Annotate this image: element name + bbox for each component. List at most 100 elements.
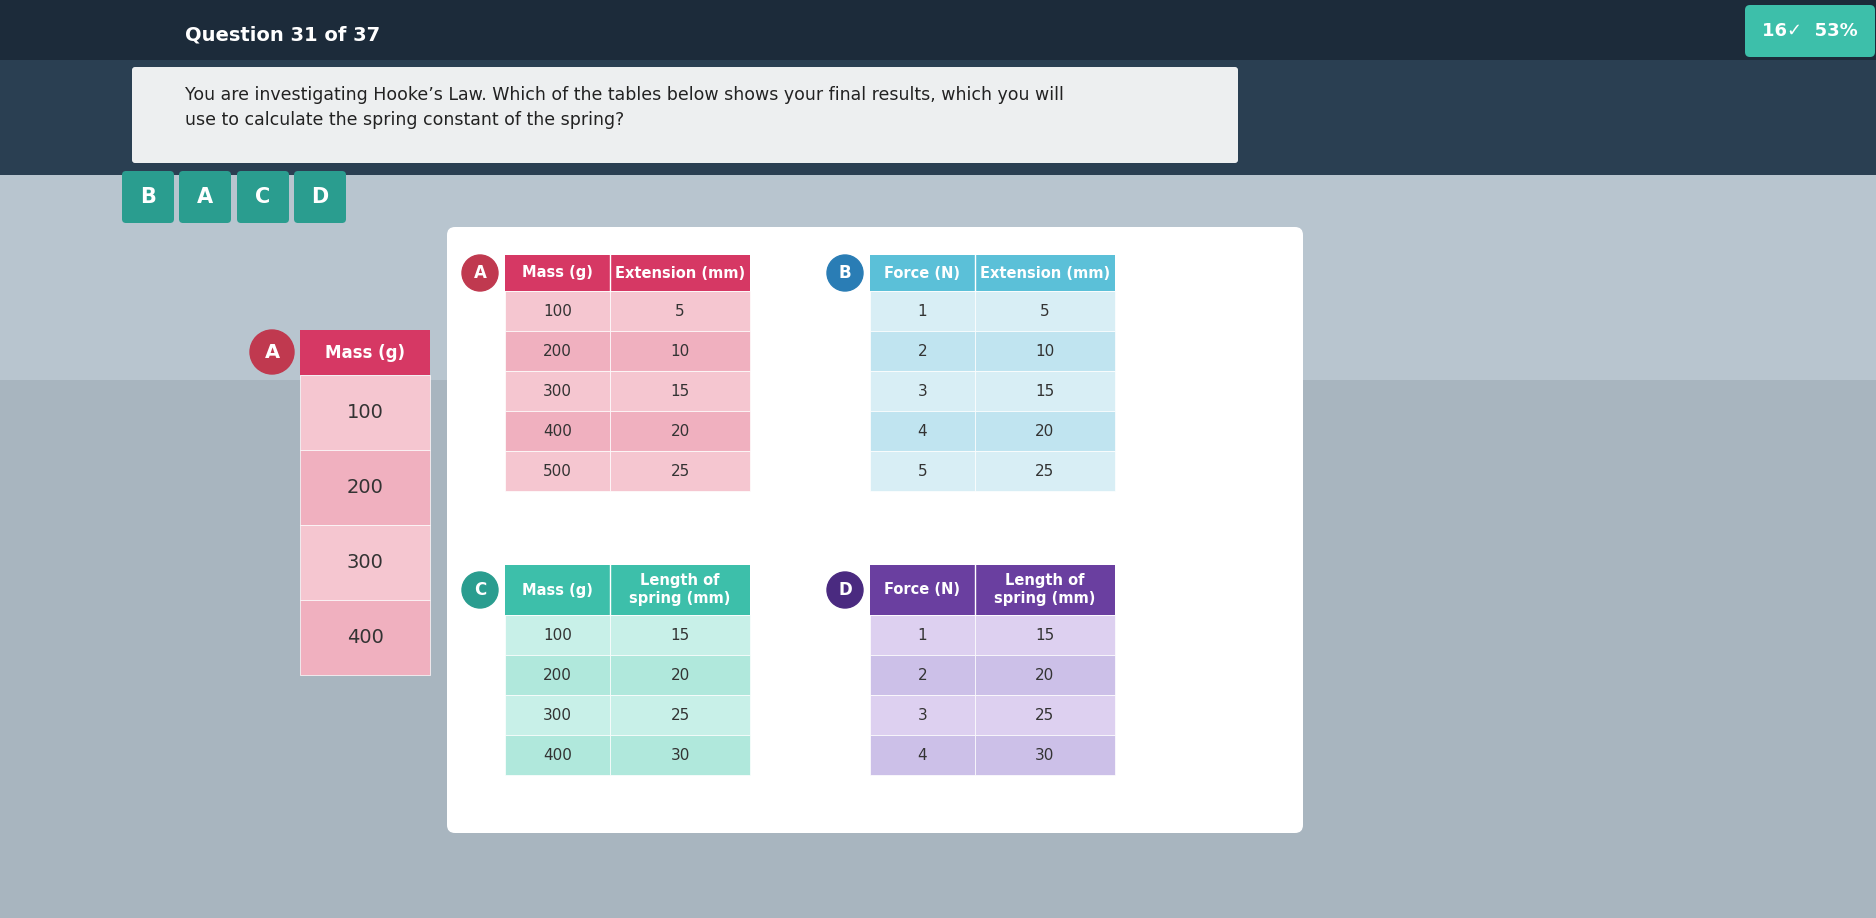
Text: B: B <box>839 264 852 282</box>
Text: C: C <box>475 581 486 599</box>
Text: Question 31 of 37: Question 31 of 37 <box>186 26 381 44</box>
Text: 30: 30 <box>670 747 690 763</box>
Bar <box>976 451 1114 491</box>
Bar <box>505 565 610 615</box>
Text: 16✓  53%: 16✓ 53% <box>1762 22 1857 40</box>
Text: 15: 15 <box>670 384 690 398</box>
Text: 20: 20 <box>670 423 690 439</box>
Text: 15: 15 <box>1036 384 1054 398</box>
Bar <box>829 525 979 600</box>
Bar <box>870 331 976 371</box>
Text: 10: 10 <box>1036 343 1054 359</box>
Text: 2: 2 <box>917 343 927 359</box>
Text: use to calculate the spring constant of the spring?: use to calculate the spring constant of … <box>186 111 625 129</box>
Text: 300: 300 <box>542 708 572 722</box>
Text: 400: 400 <box>542 747 572 763</box>
Bar <box>0 60 1876 175</box>
Bar <box>610 331 750 371</box>
Text: B: B <box>141 187 156 207</box>
Text: 25: 25 <box>670 464 690 478</box>
Bar <box>610 291 750 331</box>
Bar <box>505 451 610 491</box>
Text: 200: 200 <box>542 343 572 359</box>
Text: Extension (mm): Extension (mm) <box>615 265 745 281</box>
Bar <box>610 735 750 775</box>
Text: A: A <box>265 342 280 362</box>
Bar <box>0 175 1876 918</box>
Bar <box>610 565 750 615</box>
Bar <box>505 695 610 735</box>
Bar <box>300 375 430 450</box>
Text: 2: 2 <box>917 667 927 682</box>
Text: 20: 20 <box>670 667 690 682</box>
Text: D: D <box>839 581 852 599</box>
Text: 1: 1 <box>917 304 927 319</box>
Text: 200: 200 <box>347 478 383 497</box>
Text: 3: 3 <box>917 384 927 398</box>
Text: 5: 5 <box>917 464 927 478</box>
Bar <box>829 450 979 525</box>
Circle shape <box>461 255 497 291</box>
Text: 5: 5 <box>675 304 685 319</box>
Bar <box>505 615 610 655</box>
Circle shape <box>827 255 863 291</box>
Bar <box>505 371 610 411</box>
Text: Mass (g): Mass (g) <box>522 265 593 281</box>
FancyBboxPatch shape <box>1745 5 1874 57</box>
Text: 1: 1 <box>917 628 927 643</box>
Text: Length of
spring (mm): Length of spring (mm) <box>994 574 1096 607</box>
Text: 5: 5 <box>899 403 912 422</box>
Text: 300: 300 <box>542 384 572 398</box>
Bar <box>0 0 1876 60</box>
Text: C: C <box>255 187 270 207</box>
Text: Extension (mm): Extension (mm) <box>979 265 1111 281</box>
Text: Length of
spring (mm): Length of spring (mm) <box>628 574 730 607</box>
Text: A: A <box>197 187 214 207</box>
Text: Mass (g): Mass (g) <box>522 583 593 598</box>
Bar <box>0 380 1876 918</box>
FancyBboxPatch shape <box>122 171 174 223</box>
Text: 100: 100 <box>542 304 572 319</box>
Text: 20: 20 <box>1036 423 1054 439</box>
Bar <box>976 291 1114 331</box>
Text: xtension (mm): xtension (mm) <box>837 343 974 362</box>
Bar <box>610 655 750 695</box>
Bar <box>976 615 1114 655</box>
Text: 15: 15 <box>1036 628 1054 643</box>
Text: 4: 4 <box>917 747 927 763</box>
Bar <box>505 331 610 371</box>
Bar <box>300 600 430 675</box>
Bar <box>870 451 976 491</box>
Bar <box>610 411 750 451</box>
Text: 500: 500 <box>542 464 572 478</box>
Text: 200: 200 <box>542 667 572 682</box>
Text: 10: 10 <box>670 343 690 359</box>
Bar <box>829 600 979 675</box>
Bar <box>976 411 1114 451</box>
Bar <box>870 255 976 291</box>
Bar <box>870 695 976 735</box>
FancyBboxPatch shape <box>236 171 289 223</box>
Text: 5: 5 <box>1039 304 1051 319</box>
Bar <box>976 565 1114 615</box>
Text: You are investigating Hooke’s Law. Which of the tables below shows your final re: You are investigating Hooke’s Law. Which… <box>186 86 1064 104</box>
Bar <box>976 331 1114 371</box>
FancyBboxPatch shape <box>295 171 345 223</box>
Bar <box>870 615 976 655</box>
Bar <box>505 411 610 451</box>
Circle shape <box>827 572 863 608</box>
Bar <box>976 371 1114 411</box>
Bar <box>870 291 976 331</box>
FancyBboxPatch shape <box>178 171 231 223</box>
Bar <box>870 565 976 615</box>
Text: 300: 300 <box>347 553 383 572</box>
Bar <box>505 291 610 331</box>
Bar <box>976 655 1114 695</box>
Text: 25: 25 <box>1036 464 1054 478</box>
Text: 25: 25 <box>1036 708 1054 722</box>
Bar <box>870 735 976 775</box>
Text: 10: 10 <box>893 478 917 497</box>
Text: 3: 3 <box>917 708 927 722</box>
Bar <box>300 330 430 375</box>
Text: Mass (g): Mass (g) <box>325 343 405 362</box>
